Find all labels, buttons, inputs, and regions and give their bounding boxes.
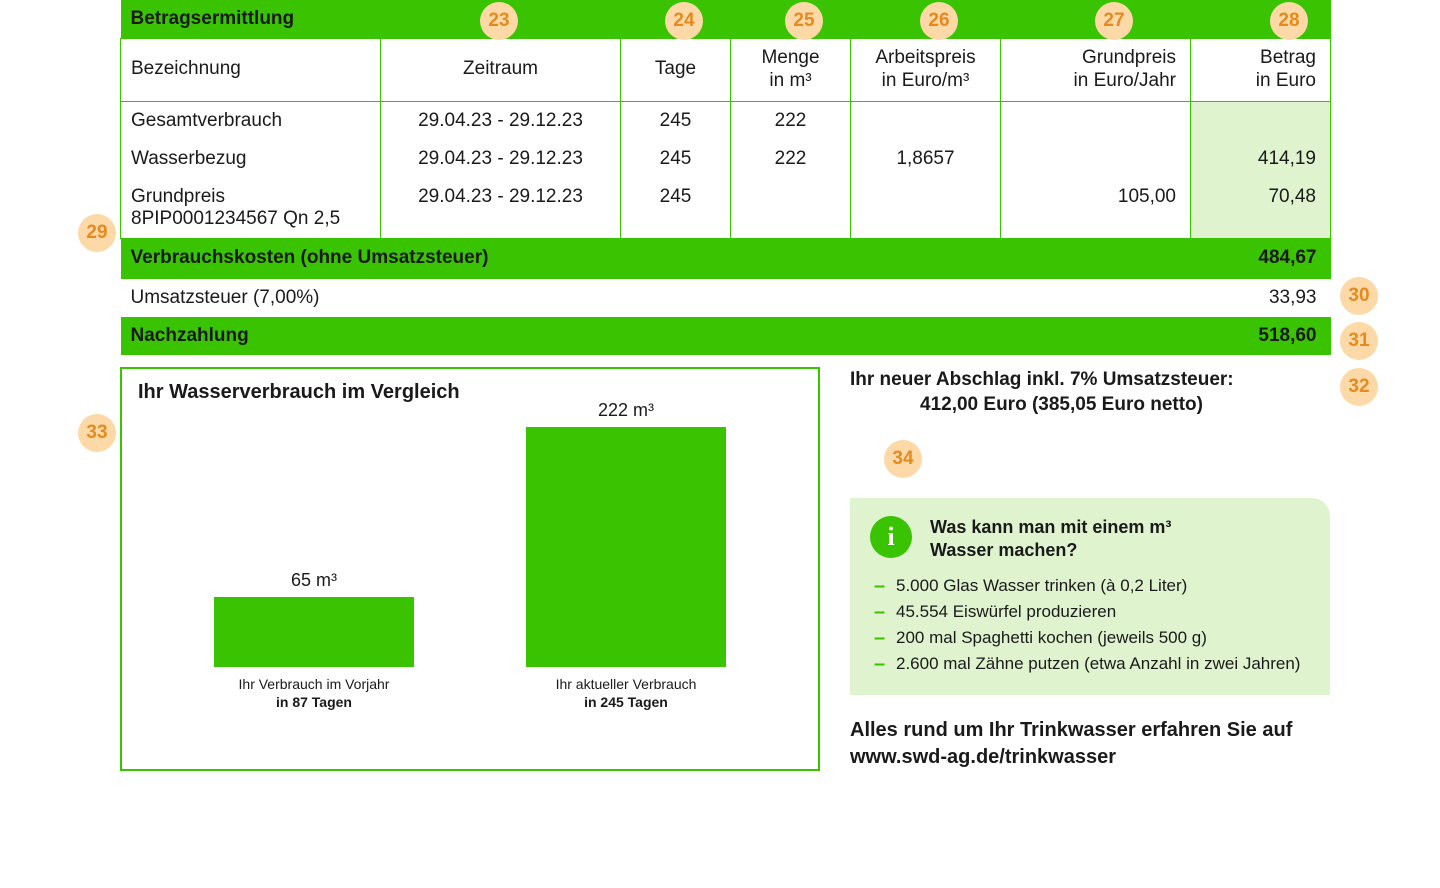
col-tage: Tage (621, 39, 731, 102)
info-title: Was kann man mit einem m³Wasser machen? (930, 516, 1171, 563)
cell: 70,48 (1191, 178, 1331, 239)
footer-line1: Alles rund um Ihr Trinkwasser erfahren S… (850, 717, 1330, 744)
marker-28: 28 (1270, 2, 1308, 40)
cell: Grundpreis8PIP0001234567 Qn 2,5 (121, 178, 381, 239)
cell: Wasserbezug (121, 140, 381, 178)
cell: Gesamtverbrauch (121, 101, 381, 140)
table-row: Grundpreis8PIP0001234567 Qn 2,529.04.23 … (121, 178, 1331, 239)
col-bezeichnung: Bezeichnung (121, 39, 381, 102)
bar-rect (214, 597, 414, 667)
marker-24: 24 (665, 2, 703, 40)
info-box: i Was kann man mit einem m³Wasser machen… (850, 498, 1330, 695)
cell (1001, 140, 1191, 178)
cell (731, 178, 851, 239)
table-row: Gesamtverbrauch29.04.23 - 29.12.23245222 (121, 101, 1331, 140)
footer-line2: www.swd-ag.de/trinkwasser (850, 744, 1330, 771)
marker-23: 23 (480, 2, 518, 40)
calculation-table: Betragsermittlung Bezeichnung Zeitraum T… (120, 0, 1331, 355)
cell (851, 178, 1001, 239)
cell (851, 101, 1001, 140)
marker-31: 31 (1340, 322, 1378, 360)
abschlag-line1: Ihr neuer Abschlag inkl. 7% Umsatzsteuer… (850, 367, 1330, 393)
marker-32: 32 (1340, 368, 1378, 406)
marker-27: 27 (1095, 2, 1133, 40)
comparison-chart: Ihr Wasserverbrauch im Vergleich 65 m³Ih… (120, 367, 820, 771)
col-betrag: Betragin Euro (1191, 39, 1331, 102)
cell: 414,19 (1191, 140, 1331, 178)
marker-29: 29 (78, 214, 116, 252)
bar-caption: Ihr Verbrauch im Vorjahrin 87 Tagen (239, 675, 390, 711)
marker-25: 25 (785, 2, 823, 40)
marker-33: 33 (78, 414, 116, 452)
marker-26: 26 (920, 2, 958, 40)
cell (1001, 101, 1191, 140)
cell: 29.04.23 - 29.12.23 (381, 140, 621, 178)
total-value: 518,60 (1191, 317, 1331, 355)
cell: 29.04.23 - 29.12.23 (381, 178, 621, 239)
cell: 245 (621, 101, 731, 140)
table-title: Betragsermittlung (121, 0, 1331, 39)
abschlag-info: Ihr neuer Abschlag inkl. 7% Umsatzsteuer… (850, 367, 1330, 418)
total-label: Nachzahlung (121, 317, 1191, 355)
cell: 245 (621, 140, 731, 178)
table-row: Wasserbezug29.04.23 - 29.12.232452221,86… (121, 140, 1331, 178)
info-item: 2.600 mal Zähne putzen (etwa Anzahl in z… (870, 651, 1310, 677)
marker-30: 30 (1340, 277, 1378, 315)
tax-value: 33,93 (1191, 278, 1331, 317)
bar-caption: Ihr aktueller Verbrauchin 245 Tagen (556, 675, 697, 711)
cell: 29.04.23 - 29.12.23 (381, 101, 621, 140)
col-menge: Mengein m³ (731, 39, 851, 102)
subtotal-label: Verbrauchskosten (ohne Umsatzsteuer) (121, 238, 1191, 278)
abschlag-line2: 412,00 Euro (385,05 Euro netto) (850, 392, 1330, 418)
info-item: 5.000 Glas Wasser trinken (à 0,2 Liter) (870, 573, 1310, 599)
bar-value-label: 65 m³ (291, 570, 337, 591)
cell: 222 (731, 101, 851, 140)
bar-value-label: 222 m³ (598, 400, 654, 421)
info-list: 5.000 Glas Wasser trinken (à 0,2 Liter)4… (870, 573, 1310, 677)
cell: 245 (621, 178, 731, 239)
footer-text: Alles rund um Ihr Trinkwasser erfahren S… (850, 717, 1330, 771)
subtotal-value: 484,67 (1191, 238, 1331, 278)
bar: 222 m³ Ihr aktueller Verbrauchin 245 Tage… (516, 400, 736, 711)
cell: 222 (731, 140, 851, 178)
bar: 65 m³ Ihr Verbrauch im Vorjahrin 87 Tagen (204, 570, 424, 711)
col-arbeitspreis: Arbeitspreisin Euro/m³ (851, 39, 1001, 102)
tax-label: Umsatzsteuer (7,00%) (121, 278, 1191, 317)
marker-34: 34 (884, 440, 922, 478)
cell: 1,8657 (851, 140, 1001, 178)
cell: 105,00 (1001, 178, 1191, 239)
cell (1191, 101, 1331, 140)
info-item: 200 mal Spaghetti kochen (jeweils 500 g) (870, 625, 1310, 651)
info-item: 45.554 Eiswürfel produzieren (870, 599, 1310, 625)
bar-rect (526, 427, 726, 667)
col-zeitraum: Zeitraum (381, 39, 621, 102)
col-grundpreis: Grundpreisin Euro/Jahr (1001, 39, 1191, 102)
info-icon: i (870, 516, 912, 558)
